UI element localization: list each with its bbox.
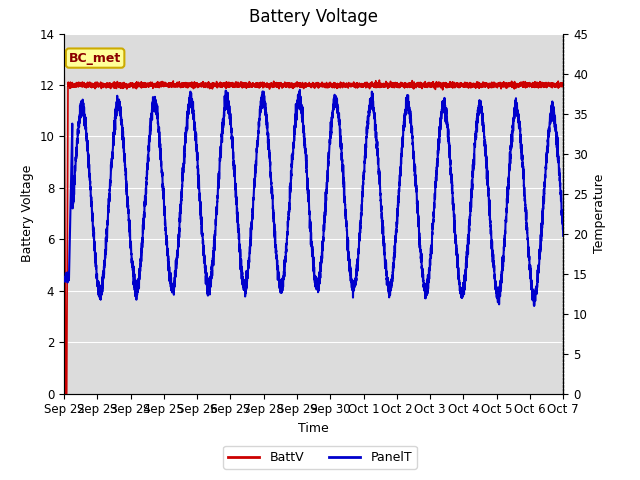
- Text: BC_met: BC_met: [69, 51, 121, 65]
- X-axis label: Time: Time: [298, 422, 329, 435]
- Y-axis label: Battery Voltage: Battery Voltage: [20, 165, 34, 262]
- Y-axis label: Temperature: Temperature: [593, 174, 606, 253]
- Legend: BattV, PanelT: BattV, PanelT: [223, 446, 417, 469]
- Title: Battery Voltage: Battery Voltage: [249, 9, 378, 26]
